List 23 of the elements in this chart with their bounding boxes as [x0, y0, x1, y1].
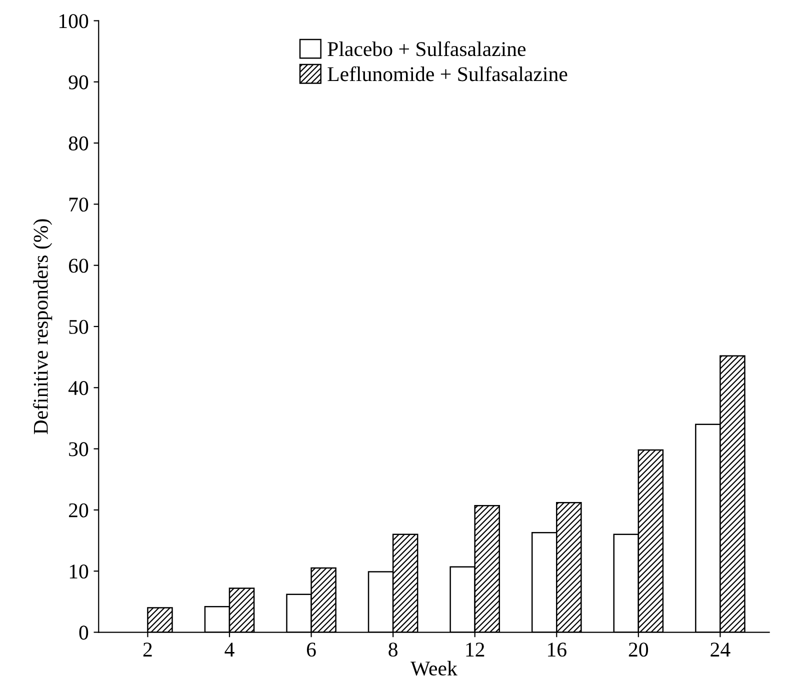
y-tick-label: 60 [68, 258, 88, 273]
legend-label: Leflunomide + Sulfasalazine [328, 66, 568, 82]
x-tick-label: 20 [628, 642, 648, 657]
y-axis-title: Definitive responders (%) [32, 219, 52, 434]
x-tick-label: 24 [710, 642, 730, 656]
y-tick-label: 80 [68, 136, 88, 150]
legend-label: Placebo + Sulfasalazine [328, 41, 526, 56]
y-tick-label: 0 [79, 626, 88, 640]
y-tick-label: 10 [70, 564, 88, 579]
x-tick-label: 8 [388, 642, 398, 657]
y-tick-label: 70 [69, 198, 88, 212]
x-axis-title: Week [410, 660, 458, 676]
x-tick-label: 2 [143, 642, 152, 656]
y-tick-label: 90 [68, 75, 88, 90]
x-tick-label: 6 [306, 642, 316, 657]
x-tick-label: 12 [466, 642, 484, 656]
y-tick-label: 30 [69, 442, 88, 456]
y-tick-label: 40 [68, 381, 88, 396]
y-tick-label: 50 [69, 320, 88, 334]
x-tick-label: 16 [548, 642, 566, 657]
y-tick-label: 20 [68, 503, 88, 518]
y-tick-label: 100 [59, 14, 88, 28]
x-tick-label: 4 [224, 642, 234, 656]
